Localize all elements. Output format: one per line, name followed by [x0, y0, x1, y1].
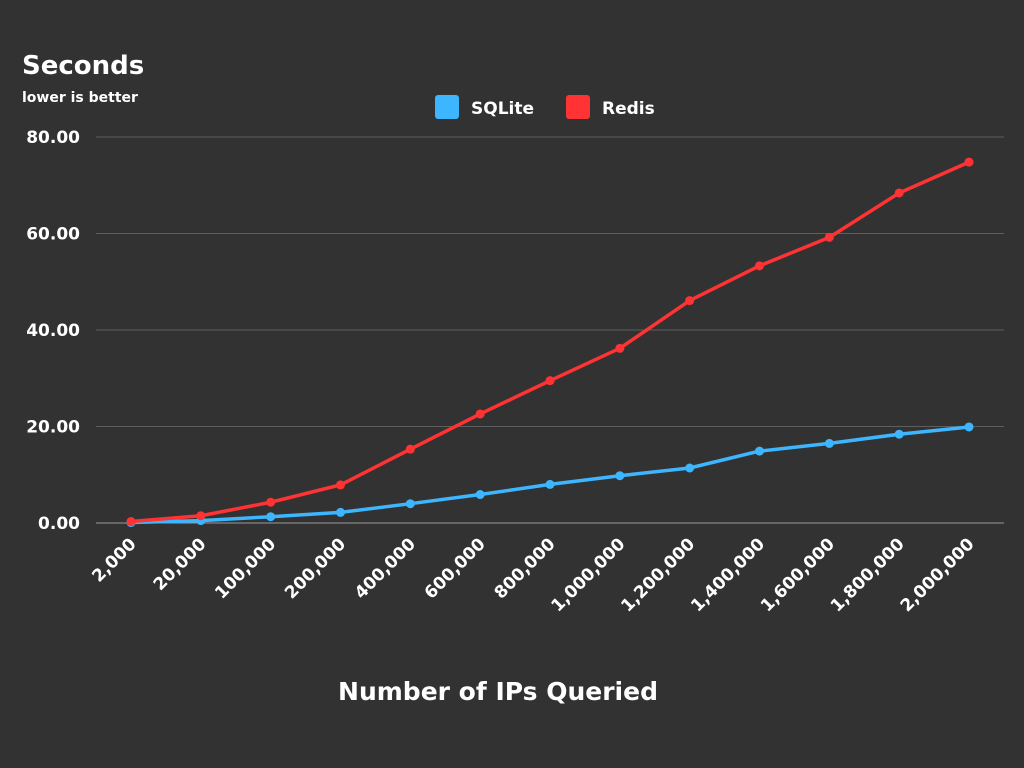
redis-data-point [475, 409, 485, 419]
x-axis-ticks: 2,000 20,000 100,000 200,000 400,000 600,000 8… [88, 534, 978, 616]
sqlite-series-line [129, 425, 971, 525]
x-tick-label: 20,000 [150, 534, 211, 595]
x-tick-label: 400,000 [351, 534, 420, 603]
series-lines [126, 157, 974, 528]
x-tick-label: 1,600,000 [757, 534, 839, 616]
x-axis-label: Number of IPs Queried [338, 677, 658, 706]
sqlite-data-point [405, 499, 415, 509]
legend-label-sqlite: SQLite [471, 99, 534, 119]
grid-lines [96, 136, 1004, 524]
x-tick-label: 1,200,000 [617, 534, 699, 616]
sqlite-data-point [615, 471, 625, 481]
chart-subtitle: lower is better [22, 90, 138, 106]
y-tick-label: 80.00 [26, 128, 80, 148]
x-tick-label: 600,000 [421, 534, 490, 603]
sqlite-data-point [964, 422, 974, 432]
x-tick-label: 2,000,000 [897, 534, 979, 616]
y-tick-label: 0.00 [38, 514, 80, 534]
redis-data-point [336, 480, 345, 490]
legend-swatch-redis [566, 95, 590, 119]
redis-data-point [964, 157, 974, 167]
chart-title: Seconds [22, 51, 144, 81]
y-tick-label: 60.00 [26, 225, 80, 245]
x-tick-label: 800,000 [491, 534, 560, 603]
sqlite-data-point [336, 507, 345, 517]
redis-data-point [545, 376, 555, 386]
redis-data-point [196, 511, 206, 521]
redis-series-line [129, 160, 971, 524]
sqlite-data-point [755, 446, 764, 456]
x-tick-label: 1,800,000 [827, 534, 909, 616]
sqlite-data-point [475, 490, 485, 500]
x-tick-label: 1,400,000 [687, 534, 769, 616]
sqlite-data-point [894, 429, 904, 439]
y-tick-label: 40.00 [26, 321, 80, 341]
x-tick-label: 1,000,000 [548, 534, 630, 616]
sqlite-data-point [824, 438, 834, 448]
sqlite-data-point [545, 479, 555, 489]
redis-data-point [824, 232, 834, 242]
x-tick-label: 2,000 [88, 534, 140, 586]
legend: SQLite Redis [435, 95, 655, 119]
redis-data-point [405, 444, 415, 454]
legend-label-redis: Redis [602, 99, 655, 119]
legend-swatch-sqlite [435, 95, 459, 119]
redis-data-point [685, 296, 695, 306]
y-tick-label: 20.00 [26, 418, 80, 438]
redis-data-point [894, 188, 904, 198]
redis-data-point [266, 497, 276, 507]
y-axis-ticks: 0.00 20.00 40.00 60.00 80.00 [26, 128, 80, 534]
redis-data-point [755, 261, 764, 271]
redis-data-point [615, 343, 625, 353]
redis-data-point [126, 517, 136, 527]
sqlite-data-point [266, 512, 276, 522]
x-tick-label: 100,000 [211, 534, 280, 603]
sqlite-data-point [685, 463, 695, 473]
x-tick-label: 200,000 [281, 534, 350, 603]
